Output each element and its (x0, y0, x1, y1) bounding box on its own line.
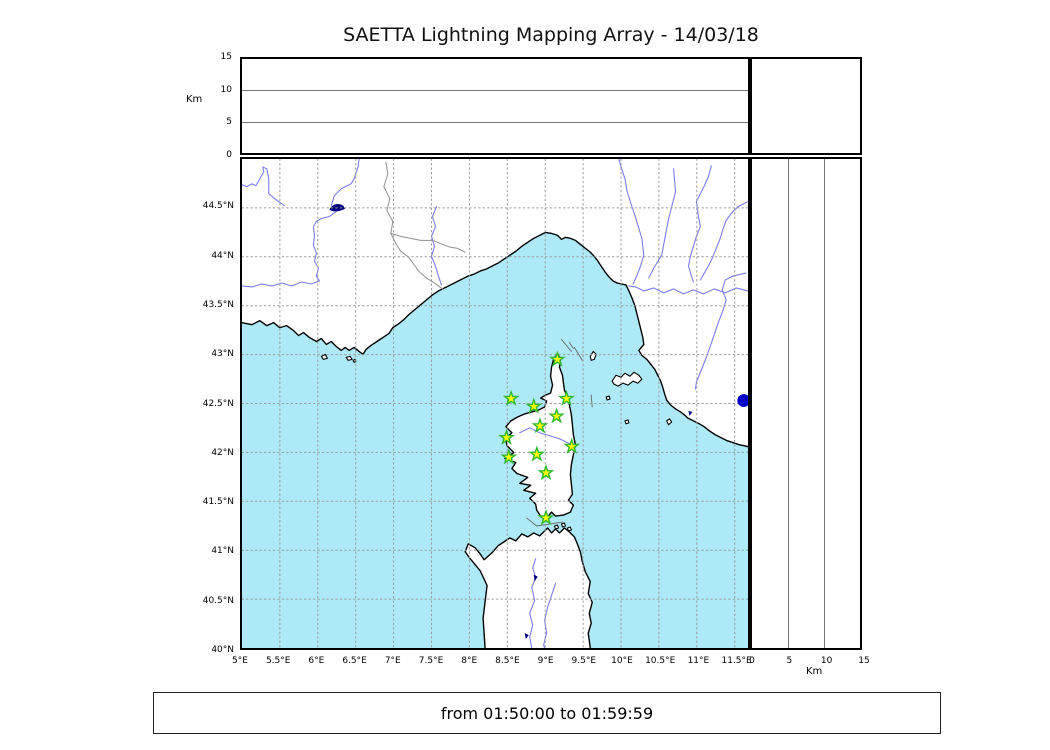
lma-station-star (563, 437, 581, 454)
lightning-source-dot (737, 394, 748, 408)
lon-tick-label: 10°E (611, 656, 633, 666)
lat-tick-label: 41°N (211, 546, 234, 557)
sardinia-lake (533, 574, 538, 582)
lma-station-star (528, 445, 546, 462)
maddalena-island (553, 524, 560, 530)
lon-tick-label: 9.5°E (571, 656, 597, 666)
altitude-gridline (242, 121, 748, 123)
maddalena-island (566, 526, 572, 532)
lon-tick-label: 7.5°E (418, 656, 444, 666)
upper-durance-river (330, 159, 360, 207)
lon-tick-label: 6°E (308, 656, 325, 666)
bonifacio-rocks (526, 517, 563, 527)
altitude-gridline (788, 159, 789, 648)
lat-tick-label: 44.5°N (202, 201, 234, 212)
arno-river (628, 285, 748, 295)
altitude-gridline (824, 159, 825, 648)
sardinia-river (529, 558, 537, 648)
altitude-latitude-panel (750, 157, 862, 650)
lon-tick-label: 11.5°E (721, 656, 752, 666)
km-tick-label: 5 (226, 117, 232, 128)
sea-mark (590, 394, 593, 408)
tuscan-river (699, 201, 748, 281)
sea-mark (561, 339, 572, 352)
km-tick-label: 0 (749, 656, 755, 666)
lat-tick-label: 40.5°N (202, 595, 234, 606)
km-tick-label: 10 (220, 84, 232, 95)
lat-tick-label: 42°N (211, 447, 234, 458)
lma-station-star (500, 448, 518, 465)
lat-tick-label: 42.5°N (202, 398, 234, 409)
map-panel (240, 157, 750, 650)
tuscan-river (648, 168, 677, 279)
altitude-longitude-panel (240, 57, 750, 155)
elba-island (611, 371, 643, 387)
lon-tick-label: 9°E (537, 656, 554, 666)
km-tick-label: 5 (786, 656, 793, 666)
right-panel-xlabel: Km (806, 666, 823, 677)
serchio-river (618, 159, 645, 285)
lon-tick-label: 8.5°E (495, 656, 520, 666)
map-canvas (242, 159, 748, 648)
sardinia-fill (465, 527, 593, 648)
station-markers (498, 350, 581, 526)
lon-tick-label: 5.5°E (265, 656, 291, 666)
lat-tick-label: 40°N (211, 645, 234, 655)
km-tick-label: 15 (858, 656, 870, 666)
lma-station-star (525, 397, 543, 414)
corsica-river (519, 427, 574, 449)
lma-station-star (548, 350, 566, 367)
sea-marks (526, 339, 593, 527)
figure-title: SAETTA Lightning Mapping Array - 14/03/1… (343, 24, 759, 46)
event-dot (737, 394, 748, 408)
graticule (242, 159, 748, 648)
giglio-island (666, 418, 673, 426)
corsica (504, 352, 577, 518)
lma-station-star (537, 509, 555, 526)
lon-tick-label: 10.5°E (645, 656, 676, 666)
lma-station-star (502, 389, 520, 406)
time-range-text: from 01:50:00 to 01:59:59 (440, 703, 654, 723)
lma-station-star (531, 417, 549, 434)
var-river (430, 206, 442, 286)
pianosa-island (605, 395, 611, 401)
provence-river (242, 166, 286, 207)
sardinia-river (543, 582, 557, 648)
lon-tick-label: 8°E (461, 656, 478, 666)
orbetello-lagoon (688, 410, 693, 416)
sea-mark (568, 342, 574, 349)
lat-tick-label: 44°N (211, 250, 234, 261)
km-tick-label: 0 (226, 150, 232, 160)
regional-border (390, 232, 466, 253)
lma-station-star (557, 389, 575, 406)
lon-tick-label: 5°E (232, 656, 248, 666)
hyeres-island (345, 355, 353, 361)
altitude-gridline (242, 90, 748, 92)
corner-panel (750, 57, 862, 155)
maddalena-island (560, 522, 566, 528)
lat-tick-label: 43.5°N (202, 299, 234, 310)
sea-mark (573, 347, 583, 361)
montecristo-island (624, 419, 630, 425)
france-italy-border (383, 161, 443, 290)
lat-tick-label: 41.5°N (202, 497, 234, 508)
lat-tick-label: 43°N (211, 349, 234, 360)
lon-tick-label: 11°E (687, 656, 710, 666)
top-panel-ylabel: Km (186, 94, 203, 105)
tuscan-river (687, 165, 712, 283)
mainland-coastline (242, 231, 748, 448)
capraia-island (589, 350, 597, 361)
lma-station-star (498, 428, 516, 445)
km-tick-label: 15 (220, 52, 232, 62)
time-range-box: from 01:50:00 to 01:59:59 (153, 692, 941, 734)
lon-tick-label: 6.5°E (342, 656, 367, 666)
country-borders (383, 161, 466, 290)
lma-station-star (537, 464, 555, 481)
ombrone-river (694, 272, 747, 390)
km-tick-label: 10 (820, 656, 833, 666)
lon-tick-label: 7°E (384, 656, 401, 666)
lma-station-star (548, 407, 565, 424)
